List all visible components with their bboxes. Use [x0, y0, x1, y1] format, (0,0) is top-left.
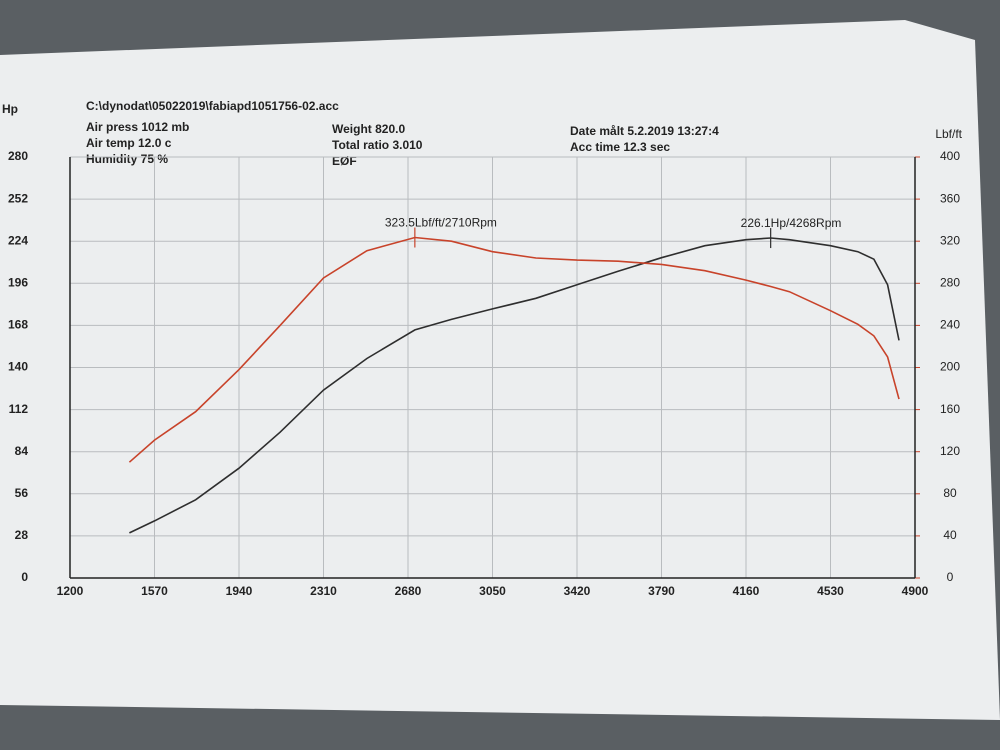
x-tick-label: 1570 — [141, 584, 168, 598]
x-tick-label: 4900 — [902, 584, 929, 598]
y-tick-label: 140 — [8, 360, 28, 374]
y2-tick-label: 360 — [940, 191, 960, 205]
x-tick-label: 4530 — [817, 584, 844, 598]
x-tick-label: 4160 — [733, 584, 760, 598]
y2-tick-label: 40 — [943, 528, 957, 542]
y2-tick-label: 200 — [940, 360, 960, 374]
y2-tick-label: 0 — [947, 570, 954, 584]
info-text: Date målt 5.2.2019 13:27:4 — [570, 124, 719, 138]
y-tick-label: 196 — [8, 275, 28, 289]
line-series — [129, 237, 900, 534]
y-tick-label: 28 — [15, 528, 29, 542]
info-text: Total ratio 3.010 — [332, 138, 423, 152]
y-tick-label: 252 — [8, 191, 28, 205]
y2-axis-label: Lbf/ft — [935, 127, 962, 141]
y-tick-label: 280 — [8, 149, 28, 163]
info-text: Air press 1012 mb — [86, 120, 189, 134]
y-tick-label: 112 — [9, 402, 29, 416]
paper — [0, 20, 1000, 720]
y-tick-label: 168 — [8, 318, 28, 332]
info-text: Air temp 12.0 c — [86, 136, 172, 150]
y-axis-label: Hp — [2, 102, 18, 116]
x-tick-label: 1200 — [57, 584, 84, 598]
y2-tick-label: 320 — [940, 233, 960, 247]
y2-tick-label: 120 — [940, 444, 960, 458]
y2-tick-label: 280 — [940, 275, 960, 289]
info-text: Humidity 75 % — [86, 152, 168, 166]
y-tick-label: 84 — [15, 444, 29, 458]
x-tick-label: 1940 — [226, 584, 253, 598]
y-tick-label: 0 — [21, 570, 28, 584]
y-tick-label: 56 — [15, 486, 29, 500]
x-tick-label: 3050 — [479, 584, 506, 598]
y2-tick-label: 80 — [943, 486, 957, 500]
x-tick-label: 2310 — [310, 584, 337, 598]
x-tick-label: 3790 — [648, 584, 675, 598]
annotation: 226.1Hp/4268Rpm — [741, 216, 842, 230]
info-text: EØF — [332, 154, 357, 168]
y2-tick-label: 240 — [940, 318, 960, 332]
y2-tick-label: 400 — [940, 149, 960, 163]
y-tick-label: 224 — [8, 233, 28, 247]
annotation: 323.5Lbf/ft/2710Rpm — [385, 216, 497, 230]
info-text: Weight 820.0 — [332, 122, 405, 136]
x-tick-label: 3420 — [564, 584, 591, 598]
info-text: Acc time 12.3 sec — [570, 140, 670, 154]
line-series — [128, 236, 900, 463]
y2-tick-label: 160 — [940, 402, 960, 416]
x-tick-label: 2680 — [395, 584, 422, 598]
chart-title: C:\dynodat\05022019\fabiapd1051756-02.ac… — [86, 99, 339, 113]
